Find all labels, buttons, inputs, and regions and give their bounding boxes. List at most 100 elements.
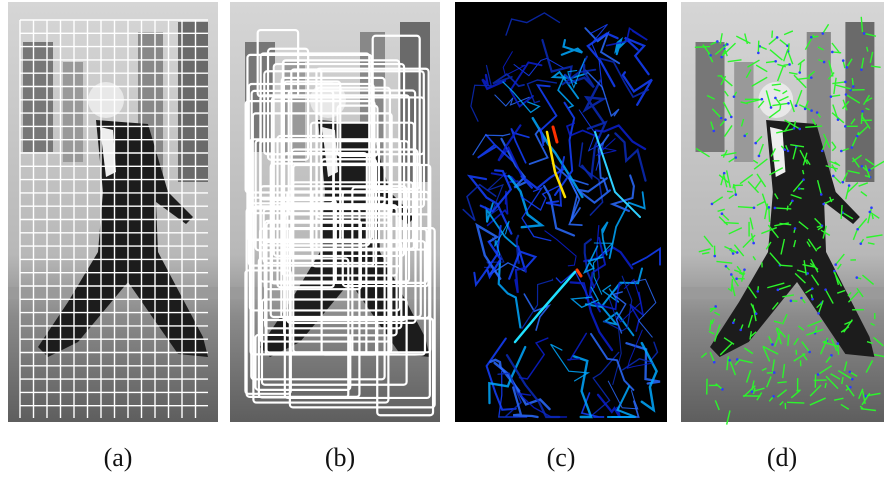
flow-point [739,329,742,332]
flow-point [725,265,728,268]
flow-vector [775,208,791,209]
flow-point [810,36,813,39]
flow-point [724,118,727,121]
panel-a [8,2,218,422]
flow-point [713,361,716,364]
flow-point [736,251,739,254]
flow-point [756,290,759,293]
flow-point [713,255,716,258]
flow-point [848,184,851,187]
flow-point [787,150,790,153]
flow-point [793,127,796,130]
flow-point [726,43,729,46]
flow-point [821,150,824,153]
caption: (c) [547,443,576,472]
flow-point [755,312,758,315]
flow-point [849,386,852,389]
flow-point [711,203,714,206]
flow-vector [787,402,804,403]
flow-point [716,40,719,43]
flow-point [860,68,863,71]
flow-point [846,66,849,69]
flow-point [811,298,814,301]
flow-point [834,263,837,266]
flow-point [743,268,746,271]
flow-vector [787,206,788,211]
flow-point [743,135,746,138]
flow-vector [780,105,781,110]
figure: (a) (b) (c) (d) [0,0,884,484]
flow-point [810,76,813,79]
flow-vector [769,207,770,222]
flow-vector [803,170,804,174]
flow-point [869,211,872,214]
flow-point [798,187,801,190]
flow-point [754,142,757,145]
flow-point [751,390,754,393]
flow-point [861,110,864,113]
flow-point [811,287,814,290]
flow-point [806,272,809,275]
flow-point [736,358,739,361]
flow-point [844,125,847,128]
flow-vector [733,184,734,188]
flow-point [841,181,844,184]
flow-point [837,342,840,345]
flow-point [855,276,858,279]
flow-point [730,116,733,119]
flow-point [723,172,726,175]
flow-point [777,289,780,292]
flow-point [791,199,794,202]
caption: (b) [325,443,355,472]
flow-point [771,343,774,346]
flow-point [808,351,811,354]
flow-vector [777,382,786,383]
flow-point [773,371,776,374]
flow-point [709,54,712,57]
flow-point [821,32,824,35]
flow-vector [723,154,724,158]
flow-point [849,371,852,374]
flow-point [720,56,723,59]
panel-c [455,2,667,422]
flow-point [753,206,756,209]
flow-point [721,212,724,215]
flow-point [850,146,853,149]
flow-point [832,175,835,178]
flow-vector [772,31,773,38]
flow-point [868,169,871,172]
flow-point [824,288,827,291]
flow-point [804,108,807,111]
flow-point [837,118,840,121]
flow-vector [695,47,710,48]
caption: (a) [104,443,133,472]
flow-point [774,97,777,100]
flow-point [856,228,859,231]
flow-point [844,81,847,84]
flow-point [840,150,843,153]
flow-point [859,242,862,245]
flow-point [798,128,801,131]
flow-point [845,93,848,96]
flow-point [732,321,735,324]
flow-vector [727,191,733,192]
flow-point [810,109,813,112]
flow-point [787,102,790,105]
flow-point [852,85,855,88]
flow-point [758,155,761,158]
flow-point [820,193,823,196]
flow-point [752,242,755,245]
flow-vector [838,344,839,355]
panel-b [230,2,440,422]
caption: (d) [767,443,797,472]
flow-point [735,277,738,280]
flow-point [790,300,793,303]
flow-point [783,148,786,151]
flow-point [817,373,820,376]
flow-point [721,388,724,391]
page: (a) (b) (c) (d) (() => { const data = JS… [0,0,884,484]
flow-point [757,52,760,55]
flow-point [851,378,854,381]
flow-point [816,111,819,114]
flow-point [732,252,735,255]
